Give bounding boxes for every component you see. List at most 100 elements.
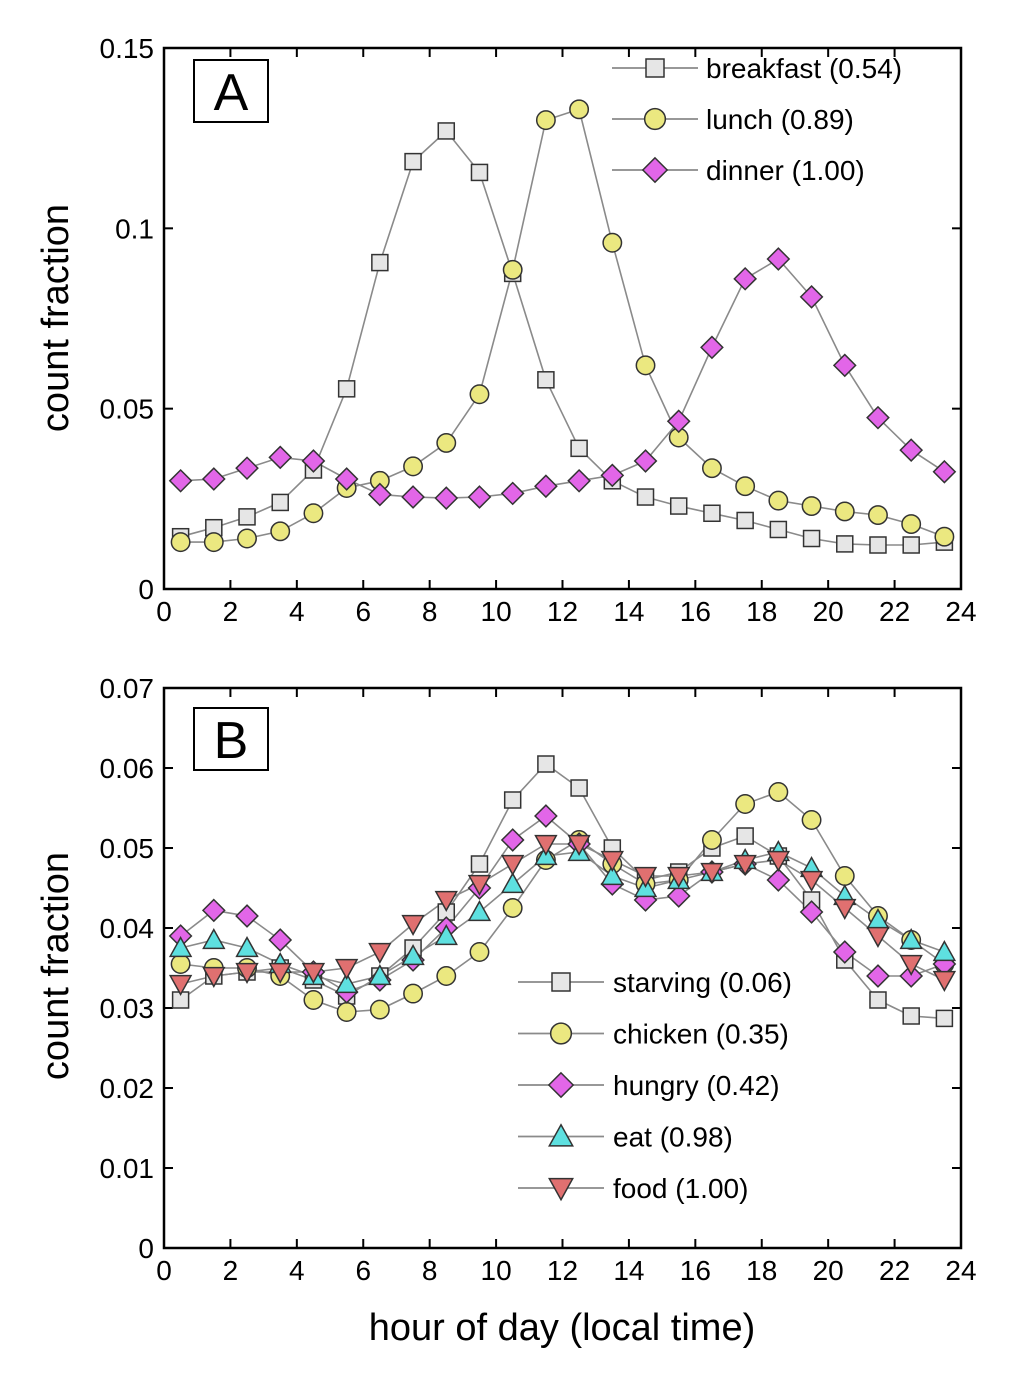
- panel-b-legend-marker: [551, 972, 571, 992]
- panel-a-point-breakfast: [902, 536, 920, 554]
- panel-a-letter-box: A: [193, 59, 269, 123]
- panel-b-point-chicken: [303, 990, 324, 1010]
- panel-b-point-chicken: [469, 942, 490, 962]
- panel-a-point-dinner: [201, 467, 226, 491]
- panel-b-point-chicken: [336, 1002, 357, 1022]
- panel-b-ytick-label: 0.05: [100, 833, 155, 864]
- panel-a-grid-ticks: [163, 47, 962, 590]
- panel-b-letter: B: [214, 712, 249, 770]
- panel-a-point-lunch: [901, 514, 922, 535]
- panel-a-point-dinner: [434, 486, 459, 510]
- panel-b-point-eat: [501, 872, 525, 894]
- panel-a-legend-label: dinner (1.00): [706, 155, 865, 186]
- panel-a-xtick-label: 16: [680, 596, 711, 627]
- panel-a-point-breakfast: [238, 508, 256, 526]
- panel-b-point-food: [434, 890, 458, 912]
- panel-b-point-food: [168, 974, 193, 996]
- x-axis-label: hour of day (local time): [369, 1307, 756, 1349]
- panel-a-point-breakfast: [703, 504, 721, 523]
- panel-b-point-chicken: [735, 794, 756, 814]
- panel-a-point-breakfast: [669, 497, 688, 515]
- panel-a-point-dinner: [467, 485, 492, 509]
- panel-a-point-breakfast: [437, 122, 456, 140]
- panel-a-letter-frame: [193, 59, 269, 123]
- panel-a-point-lunch: [403, 456, 424, 477]
- panel-a-legend-item-breakfast: breakfast (0.54): [612, 53, 902, 84]
- panel-b-ytick-label: 0.06: [100, 753, 155, 784]
- panel-b-point-eat: [235, 936, 259, 958]
- panel-a-xtick-label: 20: [813, 596, 844, 627]
- panel-b-line-food: [180, 843, 945, 985]
- panel-a-point-lunch: [170, 532, 191, 553]
- panel-a-point-dinner: [733, 266, 758, 291]
- panel-a-series: [168, 99, 957, 554]
- panel-b-xtick-label: 16: [680, 1255, 711, 1286]
- panel-b-point-hungry: [201, 898, 226, 923]
- panel-b-point-hungry: [534, 804, 558, 828]
- panel-a-point-lunch: [502, 259, 523, 280]
- panel-a-point-lunch: [270, 521, 291, 542]
- panel-b-point-food: [899, 954, 923, 976]
- panel-a-xtick-label: 24: [945, 596, 976, 627]
- panel-a-letter: A: [214, 64, 249, 122]
- panel-b-series-hungry: [180, 814, 945, 993]
- panel-b-point-food: [401, 914, 425, 936]
- panel-b-xtick-label: 4: [289, 1255, 305, 1286]
- panel-a-point-breakfast: [337, 380, 356, 398]
- panel-b-point-eat: [368, 964, 392, 986]
- panel-b-point-chicken: [801, 810, 822, 830]
- panel-b-line-hungry: [180, 814, 945, 993]
- panel-b-legend-item-food: food (1.00): [518, 1173, 748, 1204]
- panel-a-series-dinner: [180, 257, 945, 499]
- panel-b-point-eat: [434, 924, 458, 946]
- panel-a-xtick-label: 8: [422, 596, 438, 627]
- panel-b-point-food: [866, 926, 890, 948]
- panel-b-ylabel: count fraction: [35, 852, 77, 1080]
- panel-b-point-food: [368, 942, 392, 964]
- panel-a-markers-dinner: [168, 247, 957, 510]
- panel-b-point-eat: [202, 928, 226, 950]
- panel-b-legend-item-chicken: chicken (0.35): [518, 1019, 789, 1050]
- panel-b-ytick-label: 0.07: [100, 673, 155, 704]
- panel-b-legend-marker: [547, 1071, 575, 1099]
- panel-b-markers-food: [168, 834, 957, 996]
- panel-b-point-chicken: [436, 966, 457, 986]
- panel-b-point-starving: [470, 855, 489, 873]
- panel-a-point-dinner: [666, 409, 691, 434]
- panel-b-point-food: [567, 834, 591, 856]
- panel-b-legend-item-hungry: hungry (0.42): [518, 1070, 780, 1101]
- panel-a-point-dinner: [700, 335, 724, 360]
- panel-b-xtick-label: 20: [813, 1255, 844, 1286]
- panel-a-point-lunch: [602, 232, 623, 253]
- panel-a-xtick-label: 18: [746, 596, 777, 627]
- panel-a-point-dinner: [899, 438, 924, 463]
- panel-b-point-food: [202, 966, 226, 988]
- panel-b-point-chicken: [701, 830, 722, 850]
- panel-a-point-lunch: [834, 501, 855, 522]
- panel-a-ytick-label: 0.1: [115, 213, 154, 244]
- panel-b-legend-marker: [548, 1177, 574, 1202]
- panel-b-point-food: [667, 866, 691, 888]
- panel-a-ylabel: count fraction: [35, 204, 77, 432]
- panel-a-point-breakfast: [570, 439, 588, 458]
- panel-a-ytick-label: 0: [138, 574, 154, 605]
- panel-a-point-lunch: [768, 490, 789, 511]
- panel-b-point-starving: [503, 791, 522, 809]
- panel-b-legend-label: starving (0.06): [613, 967, 792, 998]
- panel-b-point-starving: [869, 991, 887, 1009]
- panel-b-legend-label: hungry (0.42): [613, 1070, 780, 1101]
- panel-b-line-eat: [180, 851, 945, 985]
- panel-b-point-food: [733, 854, 757, 876]
- panel-b-ytick-label: 0.03: [100, 993, 155, 1024]
- panel-b-point-eat: [401, 944, 425, 966]
- panel-b-legend-item-eat: eat (0.98): [518, 1122, 733, 1153]
- panel-a-ytick-label: 0.15: [100, 33, 155, 64]
- panel-b-point-food: [932, 970, 957, 992]
- panel-a-legend-item-dinner: dinner (1.00): [612, 155, 865, 186]
- panel-b-point-eat: [334, 972, 359, 994]
- panel-b-ytick-label: 0.02: [100, 1073, 155, 1104]
- panel-b-point-hungry: [899, 964, 924, 988]
- panel-a-point-breakfast: [769, 520, 788, 539]
- panel-a-point-dinner: [401, 485, 425, 509]
